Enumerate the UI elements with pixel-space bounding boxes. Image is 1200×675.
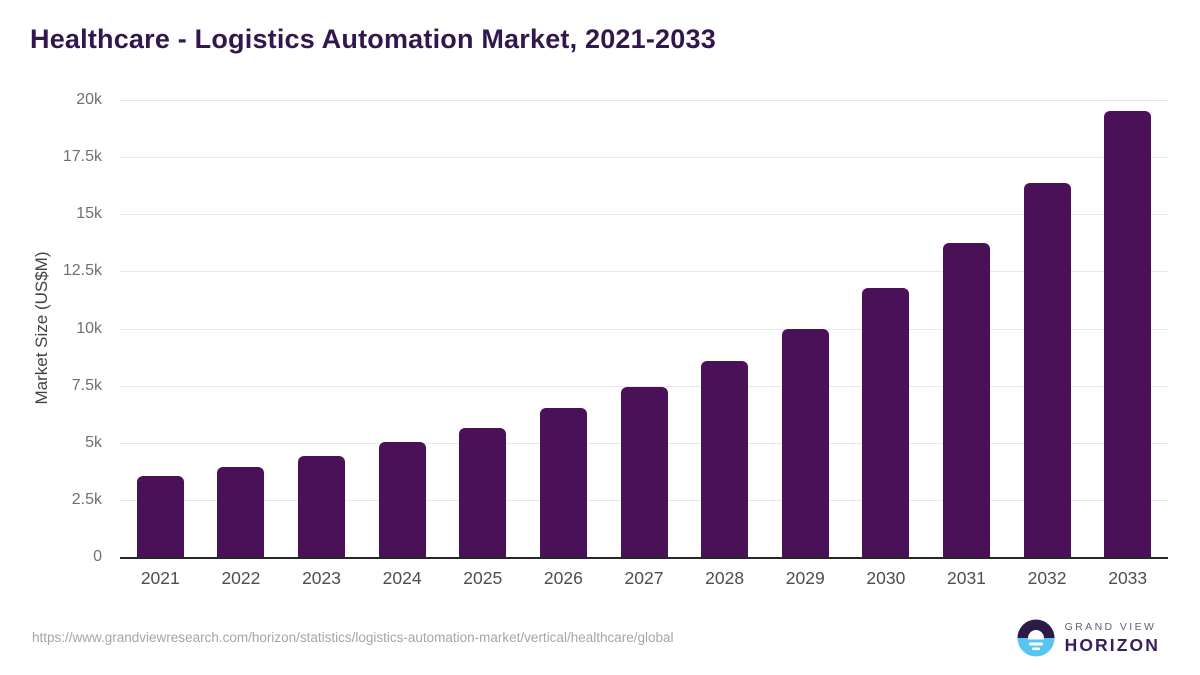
bar-2021 xyxy=(136,475,184,557)
x-tick-label-2022: 2022 xyxy=(221,568,261,588)
x-tick-label-2026: 2026 xyxy=(543,568,583,588)
bar-2024 xyxy=(378,442,426,557)
x-tick-label-2031: 2031 xyxy=(946,568,986,588)
x-tick-label-2021: 2021 xyxy=(140,568,180,588)
brand-logo: GRAND VIEW HORIZON xyxy=(1016,618,1160,658)
x-tick-label-2025: 2025 xyxy=(463,568,503,588)
y-axis-tick-labels: 0 2.5k 5k 7.5k 10k 12.5k 15k 17.5k 20k xyxy=(0,91,110,565)
y-tick-label-0: 0 xyxy=(93,548,102,565)
gridline-15k xyxy=(120,214,1168,216)
brand-horizon-label: HORIZON xyxy=(1064,634,1160,655)
source-url: https://www.grandviewresearch.com/horizo… xyxy=(32,630,674,645)
plot-area xyxy=(120,100,1168,559)
x-tick-label-2030: 2030 xyxy=(866,568,906,588)
x-tick-label-2024: 2024 xyxy=(382,568,422,588)
gridline-7.5k xyxy=(120,385,1168,387)
bar-2023 xyxy=(298,455,346,557)
brand-logo-text: GRAND VIEW HORIZON xyxy=(1065,622,1160,654)
bar-2027 xyxy=(620,387,668,557)
y-tick-label-15k: 15k xyxy=(76,205,102,223)
y-tick-label-17.5k: 17.5k xyxy=(62,148,102,166)
bar-2028 xyxy=(701,361,749,557)
x-tick-label-2023: 2023 xyxy=(302,568,341,588)
x-tick-label-2029: 2029 xyxy=(785,568,825,588)
y-tick-label-2.5k: 2.5k xyxy=(71,490,102,508)
x-tick-label-2028: 2028 xyxy=(705,568,745,588)
y-tick-label-7.5k: 7.5k xyxy=(71,376,102,394)
x-tick-label-2033: 2033 xyxy=(1108,568,1148,588)
bar-2033 xyxy=(1104,111,1152,557)
x-axis-tick-labels: 2021 2022 2023 2024 2025 2026 2027 2028 2029 2030… xyxy=(120,568,1168,592)
bar-2026 xyxy=(539,408,587,557)
bar-2022 xyxy=(217,466,265,557)
bar-2032 xyxy=(1023,183,1071,557)
gridline-17.5k xyxy=(120,157,1168,159)
y-tick-label-12.5k: 12.5k xyxy=(62,262,102,280)
brand-grand-view-label: GRAND VIEW xyxy=(1064,621,1157,633)
bar-2030 xyxy=(862,288,910,557)
gridline-20k xyxy=(120,100,1168,101)
bar-2029 xyxy=(781,328,829,557)
gridline-10k xyxy=(120,328,1168,330)
gridline-12.5k xyxy=(120,271,1168,273)
horizon-logo-icon xyxy=(1016,618,1056,658)
bar-2025 xyxy=(459,427,507,557)
bar-2031 xyxy=(942,242,990,557)
y-tick-label-20k: 20k xyxy=(76,91,102,108)
y-tick-label-10k: 10k xyxy=(76,319,102,337)
x-tick-label-2032: 2032 xyxy=(1027,568,1067,588)
x-tick-label-2027: 2027 xyxy=(624,568,664,588)
chart-title: Healthcare - Logistics Automation Market… xyxy=(30,24,716,54)
y-tick-label-5k: 5k xyxy=(85,433,102,451)
